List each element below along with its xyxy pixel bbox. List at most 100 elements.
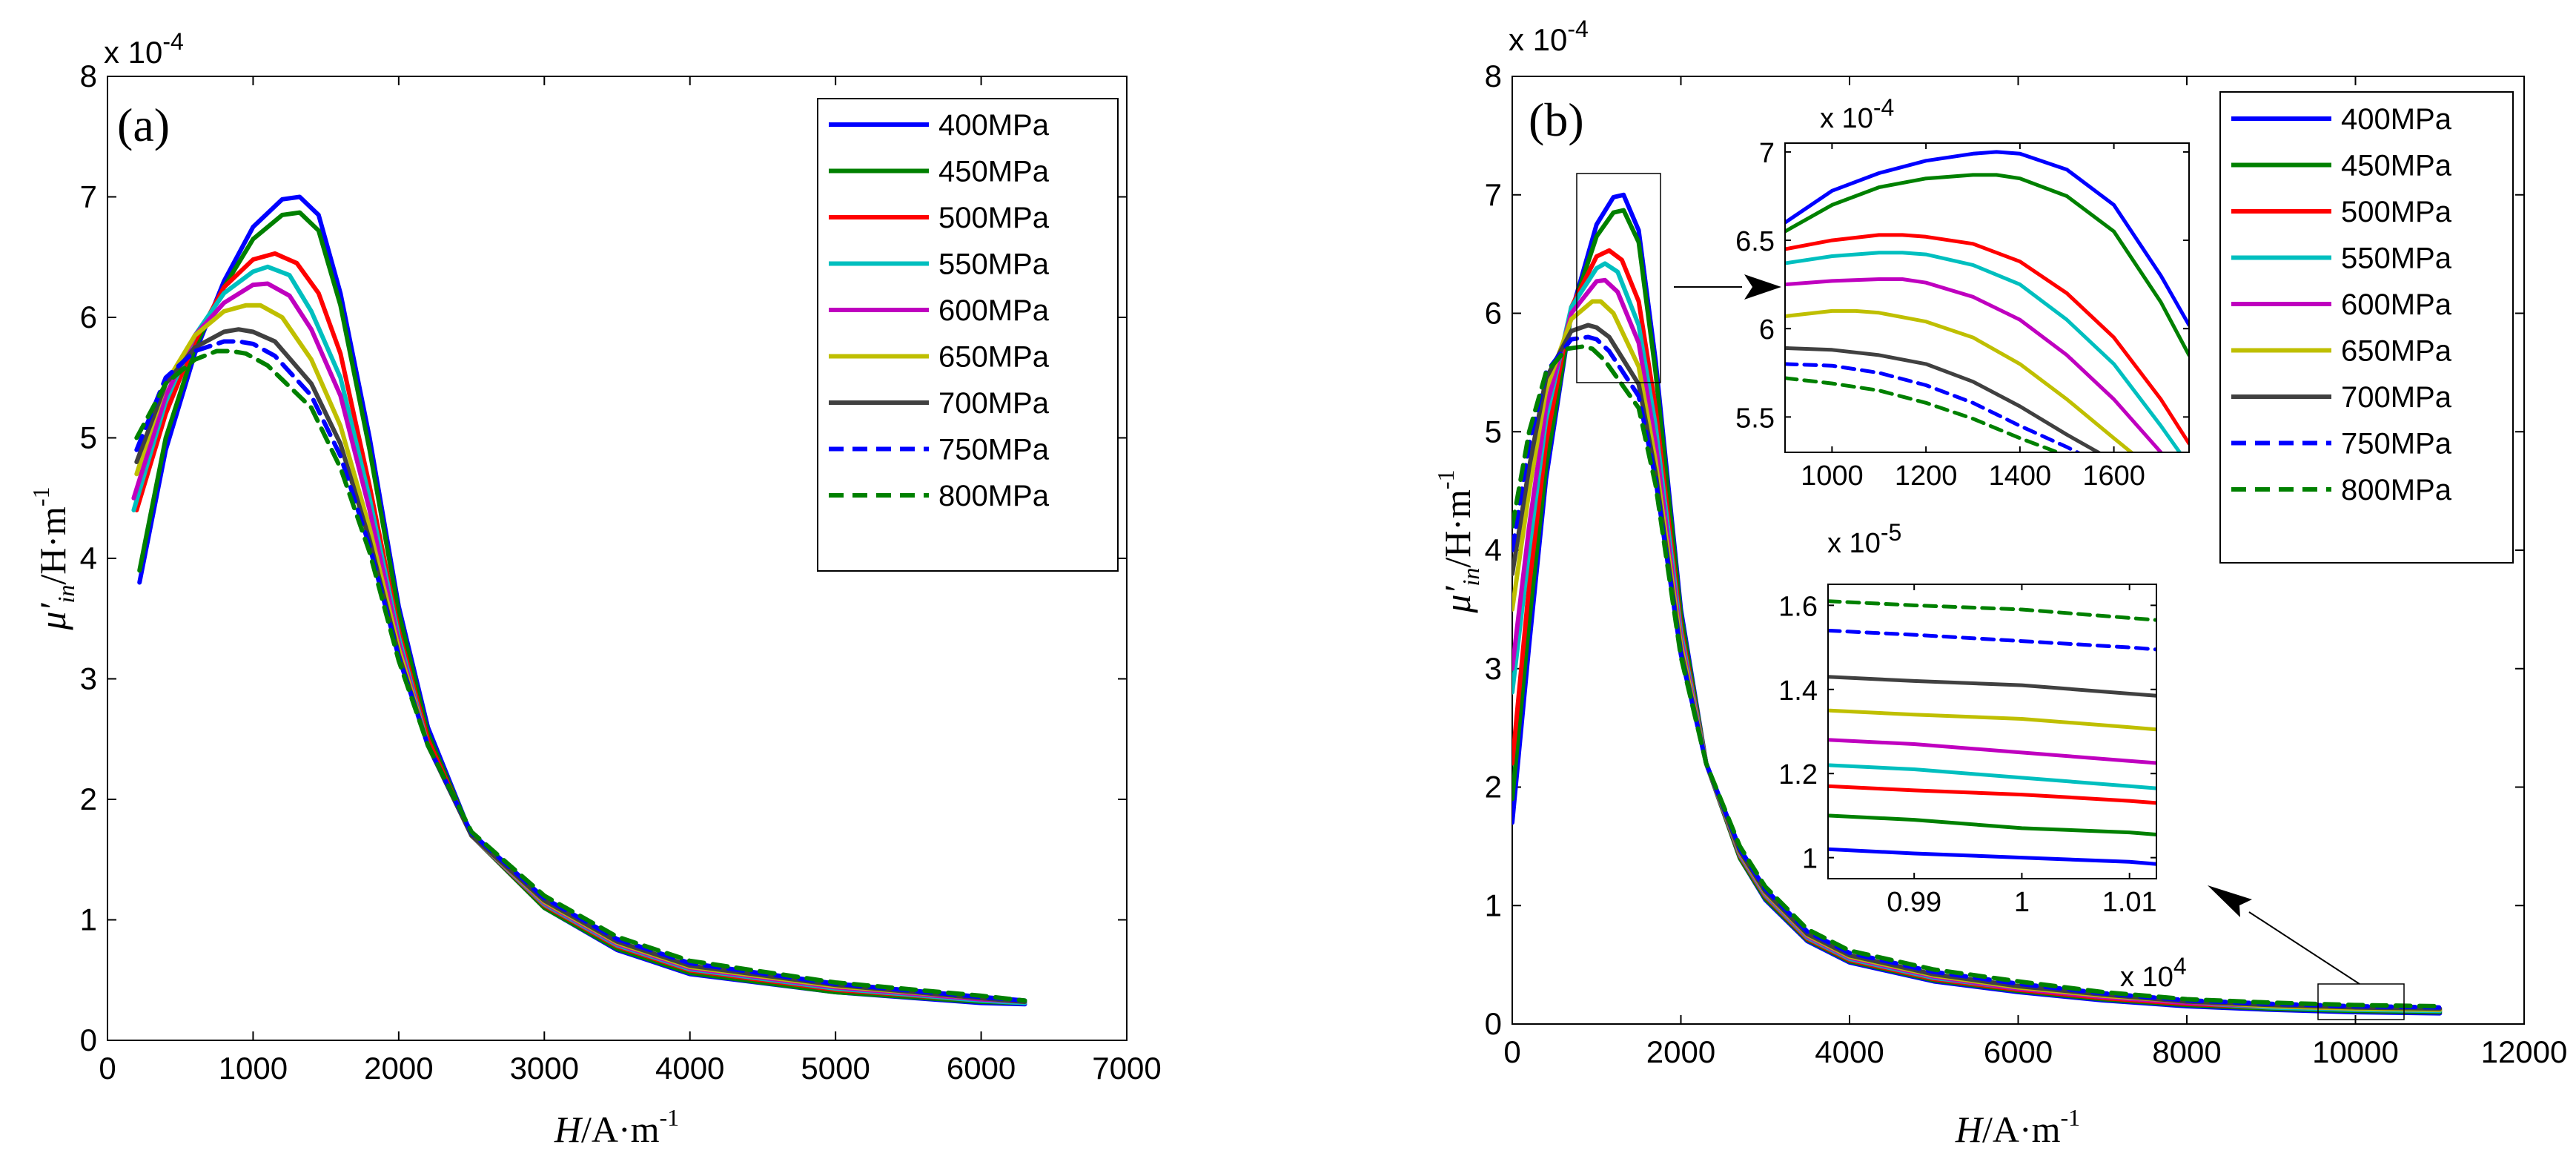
inset-top-background — [1785, 143, 2189, 452]
y-exponent-inset-top: x 10-4 — [1820, 94, 1894, 134]
y-tick-label: 4 — [1485, 532, 1502, 567]
series-line-450MPa — [1785, 173, 2189, 357]
y-tick-label: 1.4 — [1778, 676, 1818, 707]
inset-top: 1000 1200 1400 1600 5.5 6 6.5 7 x 10-4 — [1735, 94, 2190, 492]
series-line-800MPa — [134, 349, 1027, 1003]
x-tick-label: 1000 — [1801, 460, 1864, 492]
legend-label-550MPa: 550MPa — [938, 248, 1050, 281]
x-tick-label: 1 — [2014, 887, 2030, 918]
legend-label-400MPa: 400MPa — [938, 109, 1050, 142]
axis-ticks-inset-bottom: 0.99 1 1.01 1 1.2 1.4 1.6 — [1778, 584, 2157, 918]
legend-a: 400MPa 450MPa 500MPa 550MPa 600MPa 650MPa 700M… — [817, 98, 1119, 572]
series-group-b — [1512, 192, 2443, 1016]
y-tick-label: 1 — [80, 902, 97, 937]
x-tick-label: 12000 — [2481, 1034, 2568, 1069]
y-tick-label: 6 — [1759, 314, 1775, 346]
series-line-550MPa — [1785, 251, 2182, 452]
x-tick-label: 10000 — [2312, 1034, 2399, 1069]
panel-a: 0 1000 2000 3000 4000 5000 6000 7000 0 1 2 3 4 5 6 7 8 x… — [27, 28, 1162, 1150]
legend-label-800MPa: 800MPa — [2341, 474, 2452, 506]
x-tick-label: 5000 — [801, 1051, 870, 1086]
y-tick-label: 2 — [80, 782, 97, 816]
x-tick-label: 1600 — [2082, 460, 2145, 492]
y-tick-label: 1 — [1802, 844, 1818, 875]
panel-label-a: (a) — [117, 99, 170, 151]
series-line-750MPa — [1785, 362, 2082, 452]
plot-area-inset-bottom — [1827, 584, 2157, 879]
series-line-450MPa — [1828, 813, 2156, 836]
series-line-450MPa — [137, 210, 1027, 1005]
legend-label-650MPa: 650MPa — [938, 341, 1050, 374]
legend-label-500MPa: 500MPa — [2341, 196, 2452, 228]
zoom-box-peak — [1576, 173, 1661, 383]
legend-label-400MPa: 400MPa — [2341, 103, 2452, 136]
x-tick-label: 1200 — [1895, 460, 1958, 492]
axis-ticks-b: 0 2000 4000 6000 8000 10000 12000 0 1 2 3 4 5 6 7 8 — [1485, 59, 2568, 1069]
y-tick-label: 7 — [80, 179, 97, 214]
y-tick-label: 5.5 — [1735, 403, 1775, 434]
x-tick-label: 1400 — [1989, 460, 2052, 492]
x-exponent-inset-bottom: x 104 — [2120, 953, 2187, 993]
y-tick-label: 5 — [1485, 414, 1502, 449]
series-line-750MPa — [1828, 628, 2156, 652]
inset-bottom-background — [1828, 584, 2156, 879]
legend-box-b — [2219, 91, 2514, 564]
x-tick-label: 4000 — [1815, 1034, 1884, 1069]
legend-label-600MPa: 600MPa — [2341, 288, 2452, 321]
legend-label-500MPa: 500MPa — [938, 202, 1050, 234]
series-line-400MPa — [1785, 150, 2189, 327]
x-tick-label: 8000 — [2152, 1034, 2221, 1069]
x-tick-label: 0 — [99, 1051, 116, 1086]
y-exponent-inset-bottom: x 10-5 — [1827, 519, 1901, 559]
x-tick-label: 1.01 — [2102, 887, 2157, 918]
series-line-700MPa — [1828, 675, 2156, 698]
legend-label-600MPa: 600MPa — [938, 294, 1050, 327]
series-line-550MPa — [131, 264, 1027, 1005]
x-tick-label: 7000 — [1092, 1051, 1161, 1086]
series-line-500MPa — [1785, 233, 2189, 446]
legend-label-550MPa: 550MPa — [2341, 242, 2452, 275]
y-exponent-b: x 10-4 — [1509, 16, 1589, 57]
x-tick-label: 1000 — [219, 1051, 288, 1086]
x-tick-label: 4000 — [655, 1051, 724, 1086]
y-axis-label-a: μ′in/H·m-1 — [27, 486, 79, 630]
y-tick-label: 7 — [1759, 138, 1775, 169]
zoom-box-tail — [2317, 983, 2405, 1020]
arrow-to-bottom-inset — [2248, 911, 2360, 985]
series-line-600MPa — [1785, 277, 2163, 452]
series-group-inset-bottom — [1828, 599, 2156, 866]
y-exponent-a: x 10-4 — [104, 28, 184, 70]
legend-label-450MPa: 450MPa — [2341, 150, 2452, 182]
series-line-400MPa — [1828, 847, 2156, 866]
series-line-600MPa — [1828, 738, 2156, 765]
series-line-800MPa — [1512, 344, 2443, 1008]
x-tick-label: 6000 — [1984, 1034, 2053, 1069]
y-axis-label-b: μ′in/H·m-1 — [1432, 469, 1484, 613]
series-line-600MPa — [131, 281, 1027, 1004]
y-tick-label: 6 — [1485, 296, 1502, 331]
series-line-700MPa — [1785, 346, 2102, 452]
y-tick-label: 1.2 — [1778, 759, 1818, 790]
plot-area-inset-top — [1784, 142, 2190, 453]
series-line-650MPa — [134, 303, 1027, 1004]
series-line-500MPa — [1828, 784, 2156, 805]
x-tick-label: 2000 — [364, 1051, 433, 1086]
series-group-inset-top — [1785, 150, 2189, 452]
series-line-800MPa — [1785, 376, 2063, 452]
series-line-700MPa — [134, 327, 1027, 1004]
x-tick-label: 3000 — [510, 1051, 579, 1086]
series-line-750MPa — [134, 339, 1027, 1003]
x-tick-label: 0 — [1503, 1034, 1520, 1069]
legend-label-450MPa: 450MPa — [938, 156, 1050, 188]
y-tick-label: 1.6 — [1778, 591, 1818, 622]
legend-b: 400MPa 450MPa 500MPa 550MPa 600MPa 650MPa 700M… — [2219, 91, 2514, 564]
panel-b: 0 2000 4000 6000 8000 10000 12000 0 1 2 3 4 5 6 7 8 x 1… — [1432, 16, 2567, 1150]
series-line-650MPa — [1828, 708, 2156, 732]
y-tick-label: 0 — [80, 1023, 97, 1057]
y-tick-label: 3 — [80, 661, 97, 696]
x-tick-label: 0.99 — [1887, 887, 1941, 918]
legend-label-650MPa: 650MPa — [2341, 335, 2452, 368]
axis-ticks-inset-top: 1000 1200 1400 1600 5.5 6 6.5 7 — [1735, 138, 2189, 492]
panel-label-b: (b) — [1529, 93, 1584, 146]
legend-label-700MPa: 700MPa — [2341, 381, 2452, 414]
